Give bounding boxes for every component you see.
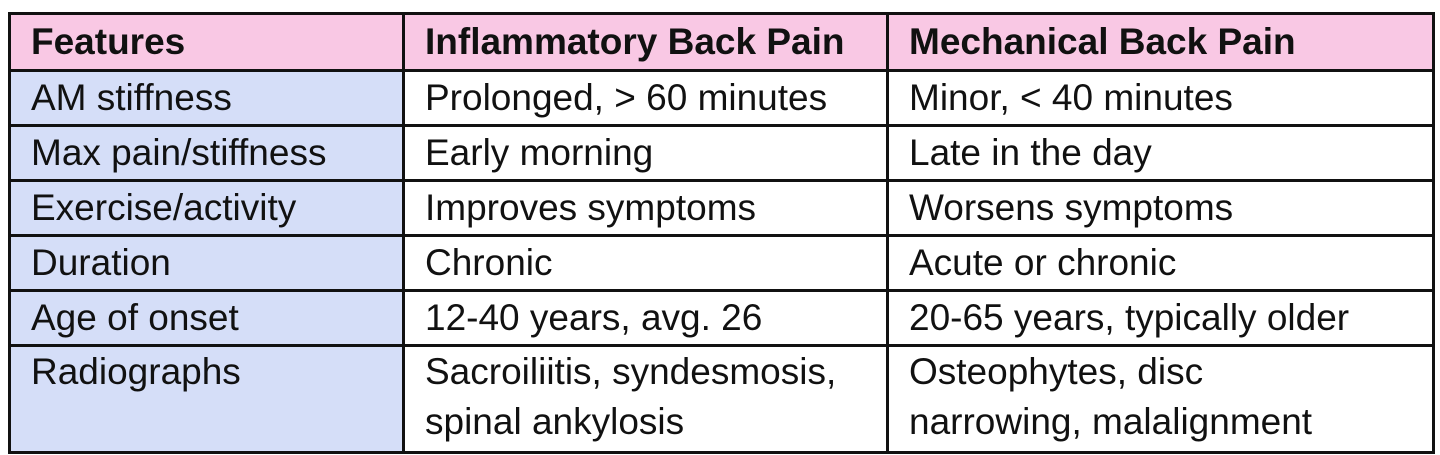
inflammatory-cell-text: Sacroiliitis, syndesmosis, spinal ankylo…	[425, 351, 837, 442]
header-inflammatory-back-pain: Inflammatory Back Pain	[402, 12, 889, 72]
mechanical-cell: Osteophytes, disc narrowing, malalignmen…	[886, 344, 1435, 454]
inflammatory-cell: Chronic	[402, 234, 889, 292]
mechanical-cell: Acute or chronic	[886, 234, 1435, 292]
comparison-table-container: Features Inflammatory Back Pain Mechanic…	[8, 12, 1435, 454]
inflammatory-cell: 12-40 years, avg. 26	[402, 289, 889, 347]
mechanical-cell: 20-65 years, typically older	[886, 289, 1435, 347]
back-pain-comparison-table: Features Inflammatory Back Pain Mechanic…	[8, 12, 1435, 454]
header-row: Features Inflammatory Back Pain Mechanic…	[8, 12, 1435, 72]
header-mechanical-back-pain: Mechanical Back Pain	[886, 12, 1435, 72]
table-row: Duration Chronic Acute or chronic	[8, 234, 1435, 292]
table-row: Radiographs Sacroiliitis, syndesmosis, s…	[8, 344, 1435, 454]
feature-cell: Duration	[8, 234, 405, 292]
header-features: Features	[8, 12, 405, 72]
mechanical-cell-text: Osteophytes, disc narrowing, malalignmen…	[909, 351, 1313, 442]
inflammatory-cell: Improves symptoms	[402, 179, 889, 237]
table-row: Max pain/stiffness Early morning Late in…	[8, 124, 1435, 182]
inflammatory-cell: Early morning	[402, 124, 889, 182]
mechanical-cell: Minor, < 40 minutes	[886, 69, 1435, 127]
mechanical-cell: Worsens symptoms	[886, 179, 1435, 237]
feature-cell: Radiographs	[8, 344, 405, 454]
feature-cell: AM stiffness	[8, 69, 405, 127]
table-row: AM stiffness Prolonged, > 60 minutes Min…	[8, 69, 1435, 127]
inflammatory-cell: Prolonged, > 60 minutes	[402, 69, 889, 127]
inflammatory-cell: Sacroiliitis, syndesmosis, spinal ankylo…	[402, 344, 889, 454]
mechanical-cell: Late in the day	[886, 124, 1435, 182]
feature-cell: Age of onset	[8, 289, 405, 347]
table-row: Age of onset 12-40 years, avg. 26 20-65 …	[8, 289, 1435, 347]
feature-cell: Max pain/stiffness	[8, 124, 405, 182]
table-row: Exercise/activity Improves symptoms Wors…	[8, 179, 1435, 237]
feature-cell: Exercise/activity	[8, 179, 405, 237]
